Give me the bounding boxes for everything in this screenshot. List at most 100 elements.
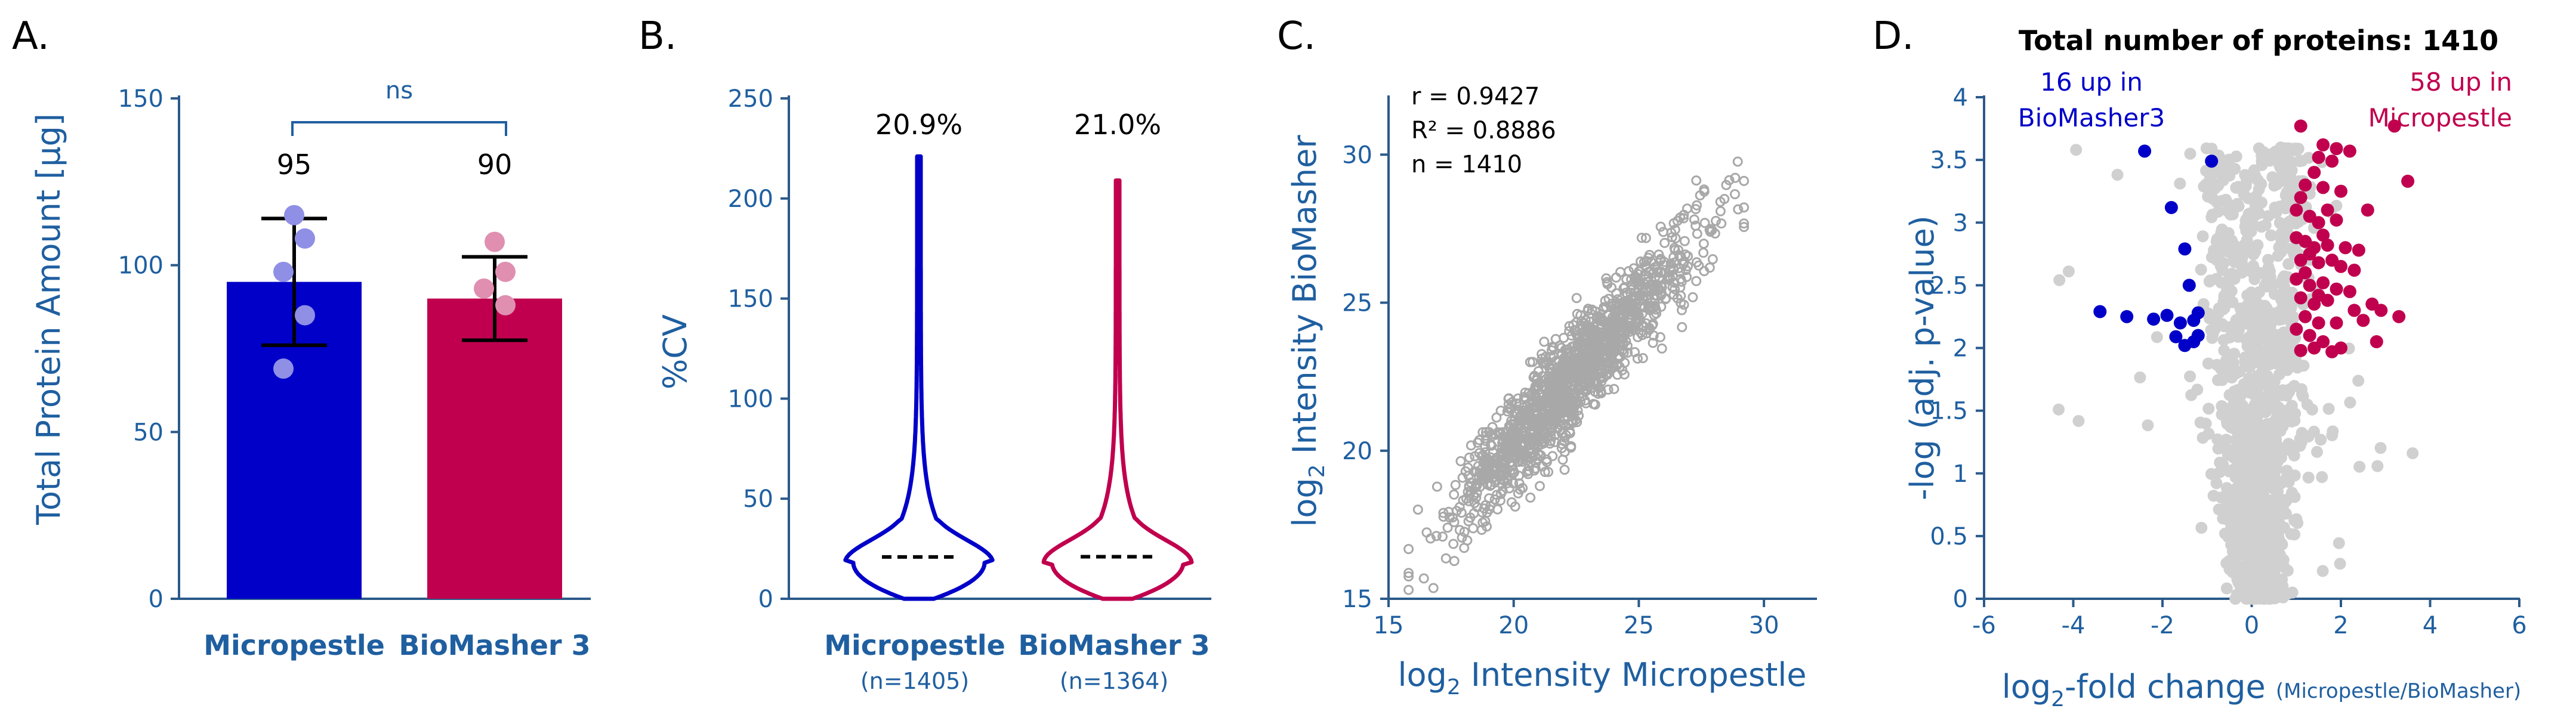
up-micropestle-point [2294,291,2307,305]
scatter-point [1676,251,1686,262]
background-point [2205,468,2217,480]
background-point [2344,396,2356,409]
up-micropestle-point [2303,247,2316,261]
scatter-point [1440,553,1451,564]
scatter-point [1655,221,1666,232]
up-biomasher-point [2138,144,2152,158]
replicate-point [273,261,294,282]
scatter-point [1541,373,1551,384]
panel-b-violin-chart: B. %CV 0 50 100 150 200 250 20.9% 21.0% Micro… [638,14,1211,694]
scatter-point [1403,571,1414,581]
background-point [2282,258,2295,270]
up-micropestle-point [2307,341,2321,355]
scatter-point [1558,370,1569,380]
panel-c-letter: C. [1277,14,1316,58]
scatter-point [1670,284,1680,295]
panel-a-letter: A. [12,14,50,58]
scatter-point [1639,294,1649,305]
background-point [2238,487,2250,499]
background-point [2053,274,2066,286]
scatter-point [1470,451,1480,462]
y-title-sub: 2 [1305,464,1329,478]
scatter-point [1732,156,1743,167]
scatter-point [1699,184,1710,195]
y-tick-label: 1 [1953,460,1968,488]
scatter-point [1543,466,1554,477]
scatter-point [1596,315,1606,326]
scatter-point [1520,449,1531,460]
background-point [2251,353,2263,366]
scatter-point [1530,403,1541,413]
scatter-point [1456,508,1467,518]
scatter-point [1716,218,1727,229]
x-title-rest: -fold change [2065,668,2276,706]
background-point [2217,163,2230,176]
background-point [2285,415,2298,428]
scatter-point [1653,249,1664,260]
panel-b-y-axis-title: %CV [656,314,694,389]
up-micropestle-point [2330,316,2343,330]
scatter-point [1489,494,1500,505]
replicate-point [273,358,294,379]
scatter-point [1618,309,1628,320]
up-biomasher-point [2147,313,2161,326]
background-point [2265,354,2278,367]
background-point [2278,270,2291,283]
y-tick-label: 20 [1342,438,1372,465]
up-micropestle-point [2303,329,2316,342]
background-point [2251,409,2264,421]
scatter-point [1648,338,1658,348]
scatter-point [1566,380,1577,391]
background-point [2220,193,2232,206]
background-point [2264,402,2276,414]
background-point [2294,433,2306,446]
background-point [2291,361,2303,374]
scatter-point [1650,262,1661,273]
background-point [2255,301,2268,313]
panel-b-median-label-micropestle: 20.9% [875,109,962,141]
scatter-point [1550,437,1560,447]
background-point [2218,344,2231,357]
background-point [2301,398,2313,411]
scatter-point [1704,262,1715,273]
scatter-point [1676,290,1686,301]
scatter-point [1618,321,1628,332]
scatter-point [1432,481,1442,492]
scatter-point [1557,375,1568,386]
scatter-point [1520,431,1531,441]
scatter-point [1670,233,1681,243]
scatter-point [1492,504,1503,515]
up-micropestle-point [2299,310,2312,323]
x-title-log: log [2002,668,2051,706]
scatter-point [1600,351,1611,362]
background-point [2070,144,2083,156]
panel-a-significance-bracket: ns [291,77,507,136]
scatter-point [1459,543,1470,553]
background-point [2276,339,2289,351]
background-point [2213,307,2225,319]
scatter-point [1477,474,1488,484]
scatter-point [1497,479,1507,490]
scatter-point [1656,343,1667,354]
background-point [2219,320,2231,333]
background-point [2285,164,2298,177]
scatter-point [1568,417,1578,428]
scatter-point [1471,492,1482,503]
x-tick-label: 30 [1749,612,1779,639]
y-tick-label: 100 [728,385,773,413]
scatter-point [1711,215,1721,226]
up-micropestle-point [2343,144,2356,158]
background-point [2251,174,2264,186]
y-tick-label: 2 [1953,335,1968,363]
significance-label: ns [385,77,413,104]
scatter-point [1687,292,1698,302]
background-point [2255,583,2268,596]
background-point [2246,306,2259,318]
scatter-point [1668,265,1679,275]
scatter-point [1679,299,1689,310]
scatter-point [1480,447,1491,457]
background-point [2281,360,2294,372]
scatter-point [1412,505,1423,515]
background-point [2316,565,2329,577]
background-point [2221,417,2233,430]
